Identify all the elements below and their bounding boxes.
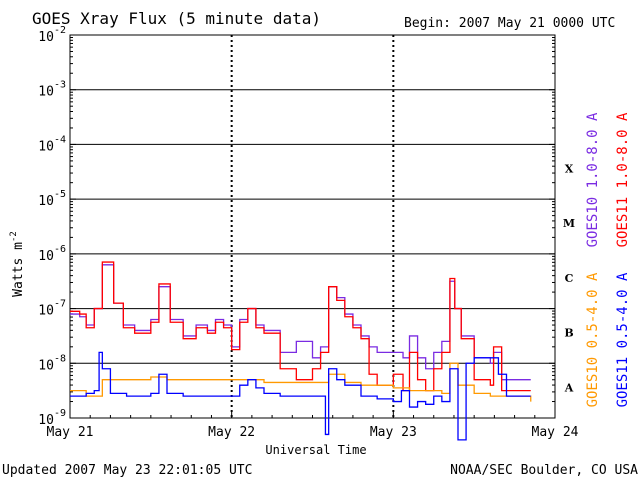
flare-class-labels: X M C B A	[563, 162, 575, 394]
x-tick-label: May 24	[532, 425, 579, 440]
plot-area	[69, 34, 556, 419]
series-line-goes10_short	[70, 362, 532, 402]
begin-label: Begin: 2007 May 21 0000 UTC	[404, 16, 615, 31]
x-tick-label: May 23	[370, 425, 417, 440]
chart-title: GOES Xray Flux (5 minute data)	[32, 9, 321, 28]
legend-entry-goes11_long: GOES11 1.0-8.0 A	[615, 112, 631, 247]
y-tick-label: 10-8	[38, 353, 66, 373]
flare-class-label: A	[564, 381, 574, 394]
x-axis-label: Universal Time	[265, 443, 366, 457]
flare-class-label: B	[564, 327, 573, 340]
legend-entry-goes10_short: GOES10 0.5-4.0 A	[585, 272, 601, 407]
y-tick-label: 10-6	[38, 244, 66, 264]
grid-lines	[70, 35, 555, 418]
credit-label: NOAA/SEC Boulder, CO USA	[450, 463, 638, 478]
updated-label: Updated 2007 May 23 22:01:05 UTC	[2, 463, 252, 478]
y-tick-label: 10-2	[38, 25, 66, 45]
x-tick-label: May 22	[208, 425, 255, 440]
y-tick-label: 10-3	[38, 80, 66, 100]
y-tick-label: 10-7	[38, 299, 66, 319]
y-tick-label: 10-4	[38, 134, 66, 154]
flare-class-label: C	[565, 272, 574, 285]
y-axis-ticks: 10-2 10-3 10-4 10-5 10-6 10-7 10-8 10-9	[38, 25, 555, 428]
flare-class-label: M	[563, 217, 575, 230]
y-axis-label: Watts m-2	[9, 231, 26, 297]
series-line-goes11_short	[70, 351, 531, 441]
x-axis-ticks: May 21 May 22 May 23 May 24	[47, 412, 579, 440]
legend-entry-goes11_short: GOES11 0.5-4.0 A	[615, 272, 631, 407]
series-lines	[70, 261, 532, 441]
legend-entry-goes10_long: GOES10 1.0-8.0 A	[585, 112, 601, 247]
y-axis-label-text: Watts m	[11, 242, 26, 297]
flare-class-label: X	[565, 162, 574, 175]
plot-border	[69, 34, 556, 419]
x-tick-label: May 21	[47, 425, 94, 440]
legend: GOES10 1.0-8.0 A GOES11 1.0-8.0 A GOES10 0…	[585, 112, 631, 407]
y-tick-label: 10-5	[38, 189, 66, 209]
y-tick-label: 10-9	[38, 408, 66, 428]
series-line-goes11_long	[70, 261, 531, 392]
svg-text:Watts m-2: Watts m-2	[9, 231, 26, 297]
y-axis-label-exponent: -2	[9, 231, 19, 242]
